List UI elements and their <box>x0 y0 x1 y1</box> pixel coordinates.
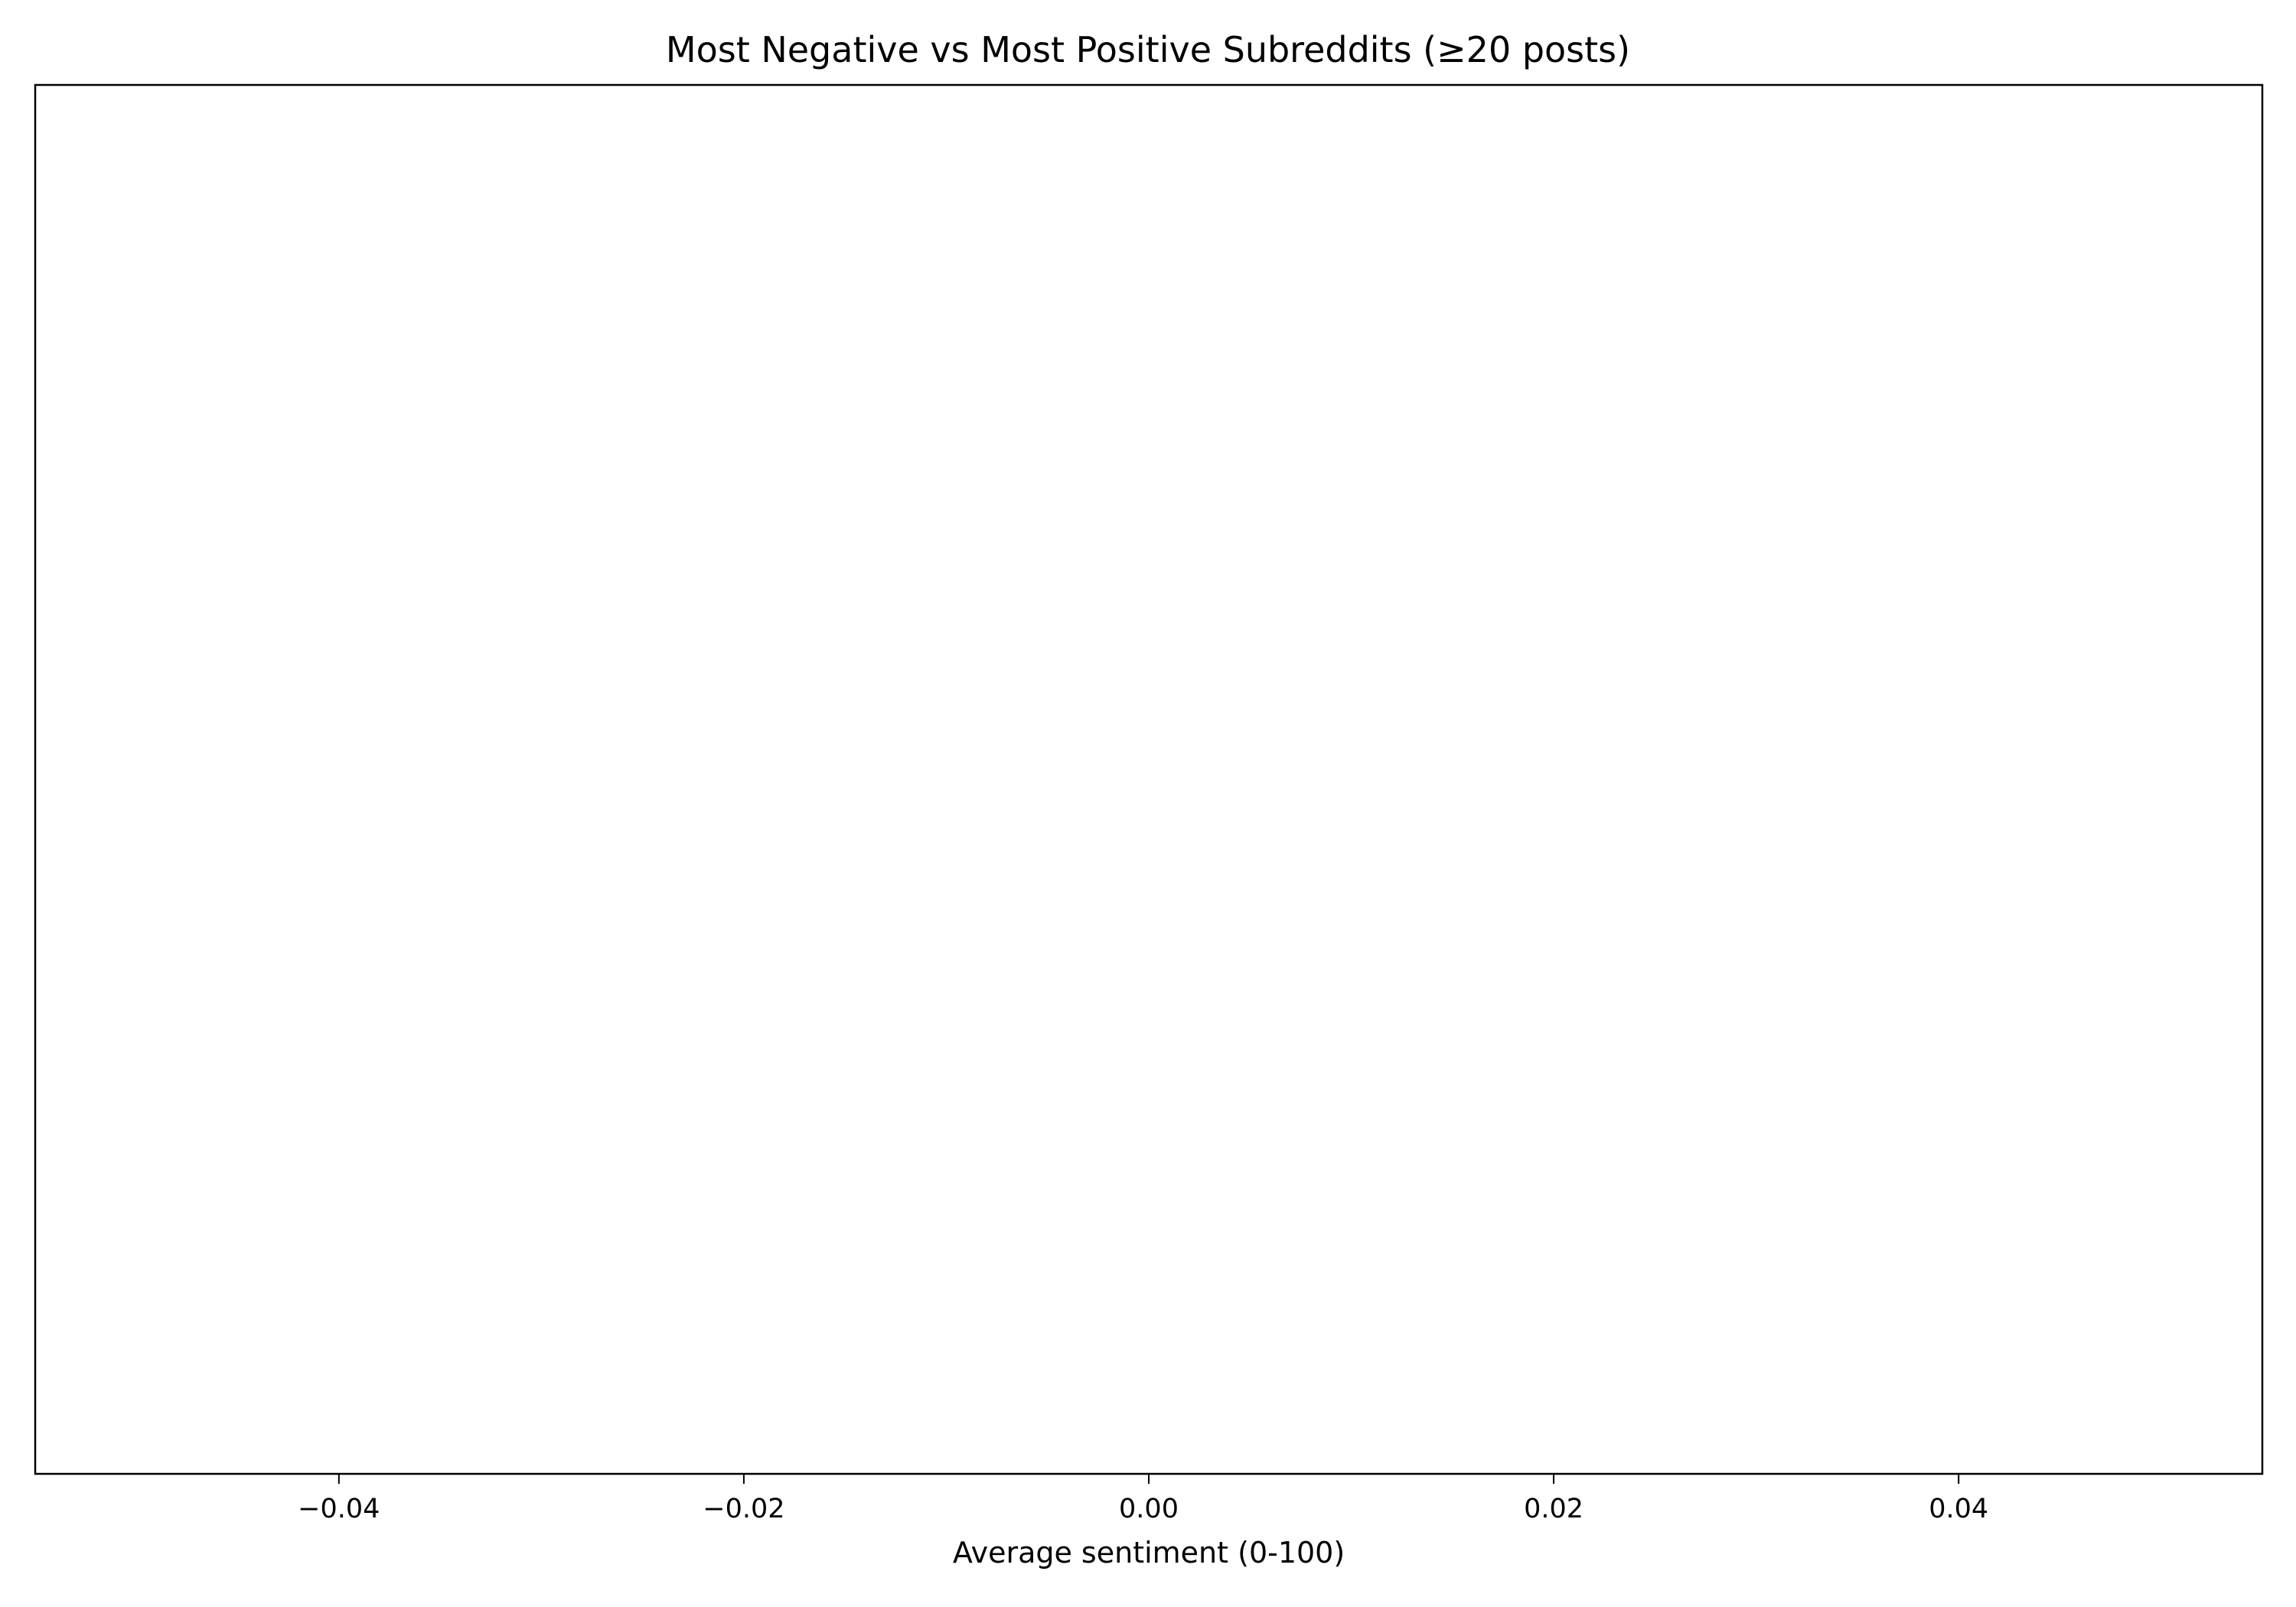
x-tick-label: 0.00 <box>1119 1494 1179 1524</box>
chart-title: Most Negative vs Most Positive Subreddit… <box>666 29 1630 70</box>
x-axis-label: Average sentiment (0-100) <box>953 1536 1345 1570</box>
x-tick-label: −0.04 <box>298 1494 380 1524</box>
x-tick-label: 0.04 <box>1929 1494 1988 1524</box>
x-axis-ticks: −0.04 −0.02 0.00 0.02 0.04 <box>298 1474 1988 1524</box>
x-tick-label: 0.02 <box>1524 1494 1583 1524</box>
x-tick-label: −0.02 <box>703 1494 784 1524</box>
